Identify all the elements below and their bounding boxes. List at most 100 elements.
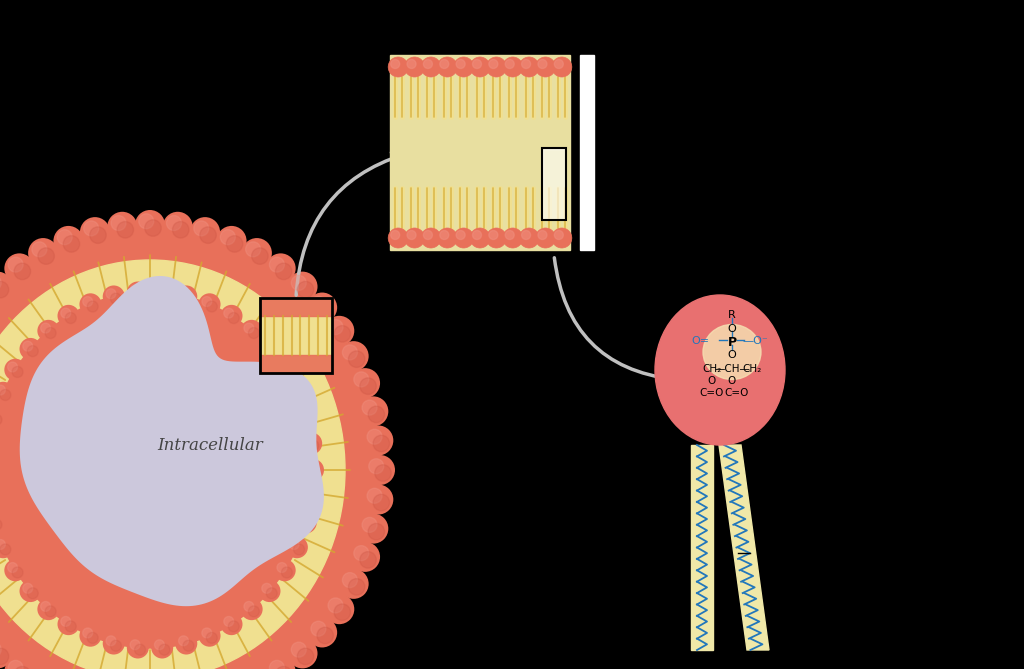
Circle shape: [536, 57, 555, 77]
Circle shape: [84, 221, 98, 236]
Circle shape: [297, 282, 313, 298]
Circle shape: [470, 228, 490, 248]
Circle shape: [295, 407, 316, 429]
Text: R: R: [728, 310, 736, 320]
Circle shape: [19, 580, 42, 602]
Circle shape: [258, 580, 281, 602]
Circle shape: [519, 228, 539, 248]
Circle shape: [28, 588, 38, 599]
Circle shape: [194, 221, 209, 236]
Circle shape: [41, 601, 50, 611]
Circle shape: [7, 362, 17, 372]
Circle shape: [348, 351, 365, 367]
Circle shape: [307, 292, 337, 322]
Circle shape: [368, 406, 385, 423]
Circle shape: [307, 617, 337, 648]
Circle shape: [328, 320, 343, 334]
Bar: [691, 445, 713, 650]
Text: CH₂: CH₂: [702, 364, 722, 374]
Circle shape: [206, 301, 217, 312]
Circle shape: [298, 410, 308, 419]
Circle shape: [373, 436, 389, 452]
Circle shape: [325, 594, 354, 624]
Circle shape: [437, 228, 458, 248]
Circle shape: [358, 514, 388, 544]
Circle shape: [388, 228, 409, 248]
Text: P: P: [727, 336, 736, 349]
Bar: [580, 55, 594, 250]
Circle shape: [316, 628, 334, 644]
Circle shape: [202, 628, 212, 638]
Circle shape: [538, 231, 547, 240]
Circle shape: [536, 228, 555, 248]
Circle shape: [0, 414, 2, 425]
Circle shape: [178, 289, 188, 298]
Circle shape: [28, 346, 38, 357]
Circle shape: [138, 214, 154, 229]
Bar: [543, 149, 565, 219]
Ellipse shape: [0, 225, 380, 669]
Circle shape: [265, 254, 296, 284]
Circle shape: [454, 57, 474, 77]
Circle shape: [265, 657, 296, 669]
Circle shape: [23, 341, 33, 351]
Circle shape: [472, 60, 481, 68]
Circle shape: [282, 367, 293, 377]
Circle shape: [102, 632, 125, 654]
Circle shape: [111, 215, 126, 231]
Ellipse shape: [703, 324, 761, 379]
Bar: [260, 298, 332, 373]
Circle shape: [368, 523, 385, 540]
Circle shape: [404, 228, 425, 248]
Text: O: O: [728, 350, 736, 360]
Circle shape: [244, 601, 254, 611]
Circle shape: [408, 231, 416, 240]
Circle shape: [367, 429, 382, 444]
Circle shape: [226, 235, 243, 252]
Circle shape: [439, 60, 449, 68]
Circle shape: [4, 657, 35, 669]
Circle shape: [266, 346, 278, 357]
Circle shape: [80, 625, 101, 647]
Circle shape: [359, 378, 376, 394]
Circle shape: [334, 604, 350, 620]
Circle shape: [190, 217, 220, 247]
Ellipse shape: [655, 295, 785, 445]
Circle shape: [423, 231, 432, 240]
Circle shape: [342, 573, 357, 587]
Circle shape: [117, 221, 133, 238]
Circle shape: [28, 238, 58, 268]
Circle shape: [286, 537, 308, 558]
Circle shape: [454, 228, 474, 248]
Circle shape: [224, 308, 233, 318]
Circle shape: [303, 436, 313, 446]
Circle shape: [60, 308, 71, 318]
Circle shape: [106, 289, 116, 298]
Bar: [260, 355, 332, 373]
Circle shape: [505, 60, 514, 68]
Circle shape: [289, 539, 299, 549]
Circle shape: [521, 60, 530, 68]
Circle shape: [294, 389, 304, 401]
Circle shape: [295, 512, 316, 533]
Circle shape: [421, 57, 441, 77]
Circle shape: [111, 640, 122, 651]
Circle shape: [275, 666, 292, 669]
Circle shape: [57, 613, 80, 635]
Text: C=O: C=O: [699, 388, 724, 398]
Circle shape: [519, 57, 539, 77]
Circle shape: [4, 254, 35, 284]
Circle shape: [108, 212, 137, 242]
Circle shape: [220, 229, 236, 245]
Circle shape: [503, 57, 522, 77]
Circle shape: [0, 512, 5, 533]
Circle shape: [0, 537, 14, 558]
Circle shape: [472, 231, 481, 240]
Circle shape: [328, 598, 343, 613]
Circle shape: [244, 323, 254, 333]
Circle shape: [288, 272, 317, 302]
Circle shape: [87, 301, 98, 312]
Circle shape: [155, 285, 165, 295]
Circle shape: [297, 648, 313, 664]
Circle shape: [0, 272, 12, 302]
